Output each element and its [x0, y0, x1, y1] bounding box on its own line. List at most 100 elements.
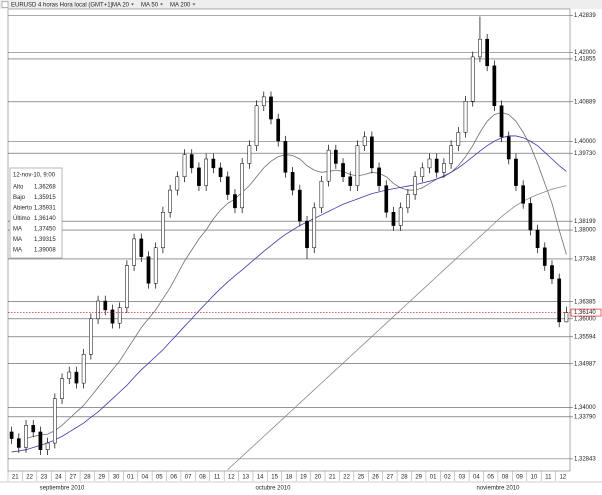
- info-value: 1,39008: [34, 248, 56, 254]
- candle-body: [189, 154, 194, 169]
- candle-body: [110, 309, 115, 324]
- x-tick-label: 25: [358, 475, 365, 481]
- candle-body: [305, 220, 309, 249]
- candle-body: [211, 158, 216, 169]
- candle-body: [168, 189, 172, 213]
- x-tick-label: 09: [516, 475, 523, 481]
- candle-body: [240, 163, 245, 209]
- candle-body: [370, 136, 374, 169]
- candle-body: [125, 265, 129, 308]
- y-tick-label: 1,37348: [574, 257, 596, 263]
- x-tick-label: 13: [242, 475, 249, 481]
- x-tick-label: 21: [329, 475, 336, 481]
- candle-body: [146, 256, 151, 284]
- candle-body: [67, 371, 72, 379]
- x-tick-label: 27: [70, 475, 77, 481]
- chart-title: EURUSD 4 horas Hora local (GMT+1): [11, 3, 113, 9]
- menu-icon[interactable]: [1, 1, 9, 8]
- candle-body: [535, 229, 540, 249]
- x-tick-label: 22: [26, 475, 33, 481]
- candle-body: [204, 158, 208, 186]
- candle-body: [427, 158, 432, 169]
- x-tick-label: 27: [387, 475, 394, 481]
- candle-body: [175, 176, 180, 191]
- month-label: septiembre 2010: [40, 486, 85, 492]
- candle-body: [442, 163, 446, 173]
- x-tick-label: 08: [502, 475, 509, 481]
- candle-body: [283, 141, 288, 173]
- month-label: octubre 2010: [255, 486, 291, 492]
- candle-body: [362, 136, 367, 146]
- candle-body: [9, 431, 14, 439]
- candle-body: [377, 167, 381, 186]
- candle-body: [38, 431, 43, 450]
- y-tick-label: 1,34987: [574, 361, 596, 367]
- x-tick-label: 05: [487, 475, 494, 481]
- info-box: [9, 167, 63, 259]
- candle-body: [225, 176, 230, 195]
- moving-average-line: [25, 111, 567, 439]
- moving-average-line: [227, 185, 567, 470]
- y-tick-label: 1,42839: [574, 13, 596, 19]
- candle-body: [463, 101, 468, 133]
- candle-body: [564, 312, 569, 323]
- candle-body: [456, 132, 461, 146]
- candle-body: [434, 158, 439, 173]
- x-tick-label: 19: [300, 475, 307, 481]
- y-tick-label: 1,40000: [574, 139, 596, 145]
- x-tick-label: 07: [185, 475, 192, 481]
- x-tick-label: 23: [41, 475, 48, 481]
- candle-body: [31, 425, 36, 433]
- candle-body: [161, 212, 165, 249]
- info-value: 1,37450: [34, 227, 56, 233]
- x-tick-label: 04: [142, 475, 149, 481]
- last-price-box: [570, 308, 602, 317]
- info-value: 1,35915: [34, 195, 56, 201]
- candle-body: [420, 167, 425, 178]
- candle-body: [550, 265, 554, 280]
- candle-body: [514, 158, 518, 186]
- y-tick-label: 1,39730: [574, 151, 596, 157]
- candle-body: [319, 180, 324, 209]
- info-label: Alto: [13, 185, 24, 191]
- info-value: 1,39315: [34, 237, 56, 243]
- candle-body: [413, 176, 417, 195]
- y-tick-label: 1,40889: [574, 99, 596, 105]
- x-tick-label: 29: [98, 475, 105, 481]
- candle-body: [333, 149, 338, 164]
- candle-body: [218, 167, 223, 178]
- candle-body: [521, 185, 526, 204]
- info-label: Último: [13, 215, 31, 222]
- x-tick-label: 05: [156, 475, 163, 481]
- info-value: 1,36268: [34, 185, 56, 191]
- x-tick-label: 21: [12, 475, 19, 481]
- last-price-label: 1,36140: [574, 310, 596, 316]
- x-tick-label: 30: [113, 475, 120, 481]
- candle-body: [391, 212, 396, 226]
- y-tick-label: 1,36385: [574, 299, 596, 305]
- x-tick-label: 11: [214, 475, 221, 481]
- candle-body: [449, 145, 453, 164]
- plot-frame: [7, 8, 571, 472]
- candle-body: [506, 136, 511, 160]
- x-tick-label: 03: [459, 475, 466, 481]
- x-tick-label: 11: [545, 475, 552, 481]
- candle-body: [312, 207, 317, 249]
- candle-body: [492, 65, 497, 106]
- info-label: MA: [13, 248, 22, 254]
- candle-body: [89, 318, 93, 355]
- info-label: Abierto: [13, 206, 33, 212]
- candle-body: [233, 194, 237, 209]
- x-tick-label: 26: [372, 475, 379, 481]
- candle-body: [117, 307, 122, 324]
- x-tick-label: 20: [314, 475, 321, 481]
- candle-body: [81, 354, 86, 384]
- y-tick-label: 1,38199: [574, 219, 596, 225]
- candle-body: [96, 300, 100, 320]
- candle-body: [297, 189, 302, 222]
- month-label: noviembre 2010: [476, 486, 520, 492]
- candle-body: [542, 247, 547, 266]
- x-tick-label: 04: [473, 475, 480, 481]
- candle-body: [74, 371, 79, 384]
- x-tick-label: 29: [415, 475, 422, 481]
